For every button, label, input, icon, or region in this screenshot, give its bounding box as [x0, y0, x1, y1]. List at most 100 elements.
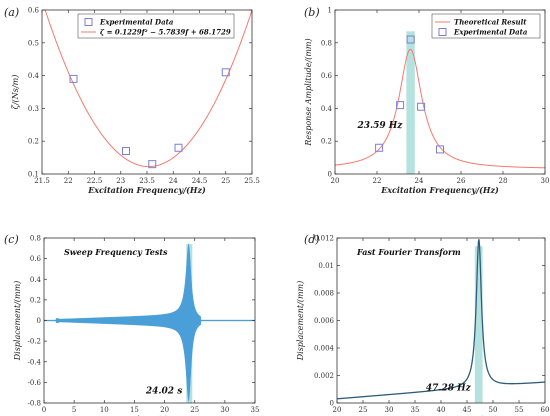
x-tick-label: 25.5: [244, 177, 260, 185]
y-tick-label: 0.008: [314, 290, 334, 298]
data-point: [417, 102, 426, 111]
x-axis-label: Response Frequency/(Hz): [383, 414, 499, 416]
axes-frame: [334, 9, 546, 175]
x-tick-label: 22: [373, 177, 382, 185]
data-point: [375, 143, 384, 152]
y-tick-label: 0.2: [321, 138, 332, 146]
y-tick-label: 0: [37, 317, 41, 325]
y-tick-label: 0.2: [28, 138, 39, 146]
highlight-band: [406, 31, 415, 174]
data-point: [396, 101, 405, 110]
axes-frame: [336, 237, 546, 404]
plot-area: [335, 31, 545, 174]
x-tick-label: 26: [457, 177, 466, 185]
y-tick-label: 0.8: [321, 39, 332, 47]
plot-area: [44, 10, 252, 169]
y-axis-label: Displacement/(mm): [296, 281, 305, 362]
plot-area: [337, 239, 545, 403]
x-tick-label: 50: [489, 406, 498, 414]
y-tick-label: 0.8: [30, 235, 41, 243]
y-tick-label: 0.2: [30, 296, 41, 304]
panel-title: Fast Fourier Transform: [356, 247, 461, 257]
legend-label: Theoretical Result: [454, 18, 527, 27]
x-tick-label: 55: [515, 406, 524, 414]
legend-label: ζ = 0.1229f² − 5.7839f + 68.1729: [100, 28, 231, 37]
x-tick-label: 25: [359, 406, 368, 414]
legend-label: Experimental Data: [453, 28, 528, 37]
x-axis-label: Excitation Frequency/(Hz): [380, 185, 499, 195]
y-axis-label: ζ/(Ns/m): [11, 75, 20, 110]
y-tick-label: 0: [328, 171, 332, 179]
x-tick-label: 25: [221, 177, 230, 185]
y-tick-label: 0.4: [321, 105, 333, 113]
panel-label: (a): [4, 6, 19, 19]
x-tick-label: 30: [385, 406, 394, 414]
x-tick-label: 23.5: [139, 177, 155, 185]
x-tick-label: 10: [100, 406, 109, 414]
y-tick-label: 0.3: [28, 105, 39, 113]
y-tick-label: -0.2: [28, 338, 42, 346]
y-tick-label: -0.6: [28, 379, 42, 387]
panel-a: (a) 21.5 22 22.5 23 23.5 24 24.5 25 25.5 0.1 0.2 0.3…: [4, 6, 260, 195]
data-point: [69, 74, 78, 83]
data-point: [221, 68, 230, 77]
fit-curve: [44, 10, 252, 168]
x-tick-label: 30: [220, 406, 229, 414]
data-point: [406, 35, 415, 44]
x-tick-label: 20: [333, 406, 342, 414]
x-tick-label: 35: [251, 406, 260, 414]
x-tick-label: 60: [541, 406, 550, 414]
fft-curve: [337, 239, 545, 400]
legend-marker: [438, 28, 447, 36]
y-tick-label: 0.004: [314, 345, 335, 353]
x-tick-label: 20: [160, 406, 169, 414]
data-point: [436, 145, 444, 154]
x-tick-label: 25: [190, 406, 199, 414]
x-tick-label: 45: [463, 406, 472, 414]
x-tick-label: 22.5: [87, 177, 103, 185]
x-tick-label: 24: [415, 177, 424, 185]
y-tick-label: 0.4: [28, 72, 40, 80]
y-tick-label: 1: [328, 7, 332, 15]
x-axis-label: Excitation Frequency/(Hz): [87, 185, 206, 195]
panel-label: (d): [304, 233, 320, 246]
x-tick-label: 35: [411, 406, 420, 414]
signal-envelope: [44, 243, 255, 402]
y-tick-label: -0.4: [28, 358, 42, 366]
panel-b: (b) 20 22 24 26 28 30 0 0.2 0.4 0.6 0.8 1 Excitation …: [304, 6, 549, 195]
x-tick-label: 21.5: [34, 177, 50, 185]
peak-annotation: 23.59 Hz: [356, 121, 403, 131]
data-point: [174, 143, 183, 152]
y-tick-label: 0.002: [314, 372, 334, 380]
data-point: [122, 147, 130, 156]
y-tick-label: 0.4: [30, 276, 42, 284]
panel-title: Sweep Frequency Tests: [64, 247, 168, 257]
y-axis-label: Displacement/(mm): [13, 281, 22, 362]
x-tick-label: 28: [499, 177, 508, 185]
theory-curve: [335, 48, 545, 169]
x-tick-label: 30: [541, 177, 550, 185]
y-tick-label: -0.8: [28, 400, 42, 408]
x-tick-label: 40: [437, 406, 446, 414]
peak-annotation: 47.28 Hz: [426, 384, 472, 394]
panel-label: (c): [4, 233, 19, 246]
y-tick-label: 0.006: [314, 317, 335, 325]
y-tick-label: 0.1: [28, 171, 39, 179]
y-tick-label: 0.5: [28, 39, 39, 47]
panel-label: (b): [304, 6, 320, 19]
legend-box: [77, 13, 235, 39]
y-tick-label: 0: [330, 400, 334, 408]
y-tick-label: 0.01: [318, 262, 334, 270]
y-axis-label: Response Amplitude/(mm): [304, 38, 313, 146]
peak-annotation: 24.02 s: [145, 387, 182, 397]
y-tick-label: 0.6: [321, 72, 333, 80]
x-tick-label: 15: [130, 406, 139, 414]
legend-label: Experimental Data: [99, 18, 174, 27]
x-axis-label: Time/(s): [131, 414, 169, 416]
legend-box: [431, 13, 541, 39]
legend-marker: [84, 18, 93, 26]
panel-c: (c) 0 5 10 15 20 25 30 35 -0.8 -0.6 -0.4 -0.2 0 0.2 0.4…: [4, 233, 259, 416]
